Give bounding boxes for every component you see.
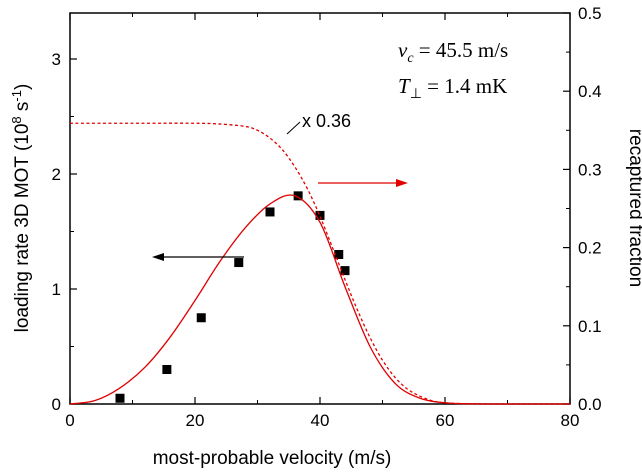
data-point-square	[340, 266, 350, 276]
vc-annotation: vc = 45.5 m/s	[398, 38, 508, 66]
y-right-tick-label: 0.4	[578, 82, 602, 101]
y-left-tick-label: 2	[52, 165, 61, 184]
y-right-axis-ticks: 0.0 0.1 0.2 0.3 0.4 0.5	[563, 4, 602, 414]
x-tick-label: 40	[311, 411, 330, 430]
y-right-tick-label: 0.0	[578, 395, 602, 414]
data-point-square	[115, 393, 125, 403]
y-right-tick-label: 0.2	[578, 239, 602, 258]
y-left-axis-title: loading rate 3D MOT (108 s-1)	[9, 84, 34, 333]
x-axis-ticks: 0 20 40 60 80	[65, 13, 579, 430]
series-layer	[69, 122, 570, 405]
scale-factor-leader-line	[286, 121, 301, 135]
y-right-tick-label: 0.1	[578, 317, 602, 336]
y-right-tick-label: 0.5	[578, 4, 602, 23]
y-left-tick-label: 0	[52, 395, 61, 414]
data-point-square	[334, 250, 344, 259]
y-right-axis-title: recaptured fraction	[625, 129, 642, 287]
data-point-square	[315, 210, 325, 220]
loading-rate-fit-curve	[69, 194, 570, 405]
data-point-square	[234, 258, 244, 268]
scale-factor-label: x 0.36	[302, 111, 351, 131]
y-right-tick-label: 0.3	[578, 160, 602, 179]
data-point-square	[265, 207, 275, 217]
x-tick-label: 60	[436, 411, 455, 430]
x-axis-title: most-probable velocity (m/s)	[153, 448, 392, 469]
right-axis-indicator-arrow	[318, 179, 408, 187]
x-tick-label: 20	[186, 411, 205, 430]
data-point-square	[162, 365, 172, 374]
temperature-annotation: T⊥ = 1.4 mK	[398, 74, 507, 102]
left-axis-indicator-arrow	[152, 253, 244, 261]
data-point-square	[196, 313, 206, 323]
plot-area-border	[69, 12, 571, 405]
y-left-tick-label: 1	[52, 280, 61, 299]
x-tick-label: 0	[65, 411, 74, 430]
recaptured-fraction-dashed-curve	[70, 122, 570, 405]
x-tick-label: 80	[561, 411, 580, 430]
plot-frame	[69, 12, 571, 405]
y-left-tick-label: 3	[52, 50, 61, 69]
data-point-square	[293, 191, 303, 201]
y-left-axis-ticks: 0 1 2 3	[52, 50, 77, 414]
